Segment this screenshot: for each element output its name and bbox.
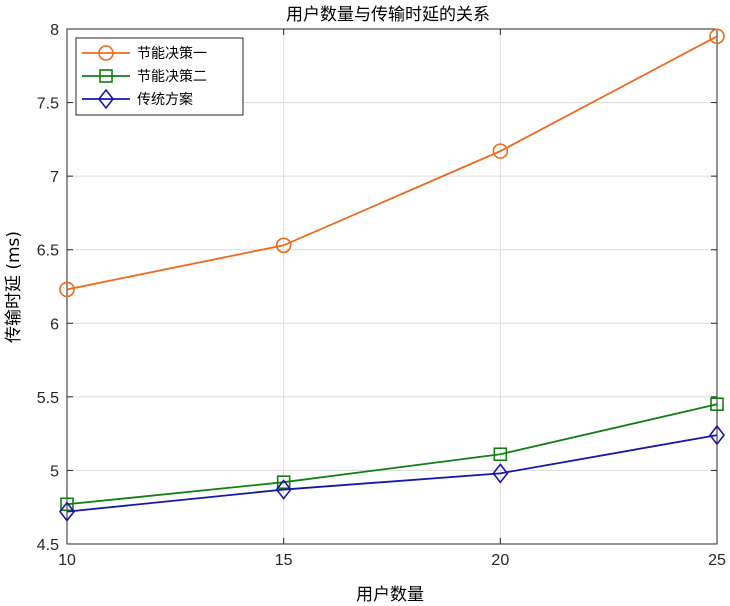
- y-tick-label: 5.5: [37, 390, 59, 407]
- y-tick-label: 8: [50, 22, 59, 39]
- data-point-square: [60, 497, 74, 512]
- data-point-square: [276, 475, 291, 490]
- data-point-square: [493, 447, 508, 462]
- data-point-circle: [59, 281, 75, 298]
- data-point-circle: [275, 237, 292, 254]
- data-point-circle: [492, 143, 509, 159]
- x-tick-label: 20: [491, 552, 509, 569]
- y-tick-label: 7.5: [37, 96, 59, 113]
- chart-title: 用户数量与传输时延的关系: [286, 5, 490, 25]
- x-axis-label: 用户数量: [356, 585, 424, 605]
- legend-marker-square: [99, 69, 113, 83]
- y-axis-label: 传输时延 (ms): [4, 231, 24, 343]
- data-point-circle: [709, 28, 725, 45]
- x-tick-label: 10: [58, 552, 76, 569]
- series-layer: [58, 28, 726, 522]
- y-tick-label: 6: [50, 316, 59, 333]
- data-point-diamond: [708, 424, 726, 446]
- legend-label: 传统方案: [137, 91, 193, 108]
- data-point-diamond: [58, 501, 76, 522]
- data-point-diamond: [492, 463, 509, 484]
- legend-entry: 节能决策二: [82, 68, 207, 85]
- axis-ticks: 10 15 20 25 4.5 5 5.5 6 6.5 7 7.5 8: [37, 22, 726, 569]
- legend-label: 节能决策一: [137, 45, 207, 62]
- series-line: [66, 403, 718, 506]
- series-diamond: [58, 424, 726, 522]
- legend-marker-diamond: [97, 88, 115, 110]
- axes-box: [66, 28, 718, 545]
- legend-entry: 节能决策一: [82, 45, 207, 62]
- y-tick-label: 6.5: [37, 243, 59, 260]
- series-circle: [59, 28, 725, 298]
- data-point-diamond: [275, 479, 292, 500]
- series-square: [60, 397, 724, 512]
- legend-entry: 传统方案: [82, 88, 193, 110]
- y-tick-label: 4.5: [37, 537, 59, 554]
- x-tick-label: 15: [275, 552, 293, 569]
- series-line: [66, 35, 718, 291]
- data-point-square: [710, 397, 724, 412]
- y-tick-label: 7: [50, 169, 59, 186]
- series-line: [66, 434, 718, 513]
- x-tick-label: 25: [708, 552, 726, 569]
- legend-marker-circle: [98, 45, 114, 61]
- y-tick-label: 5: [50, 463, 59, 480]
- legend-label: 节能决策二: [137, 68, 207, 85]
- grid: [66, 28, 718, 545]
